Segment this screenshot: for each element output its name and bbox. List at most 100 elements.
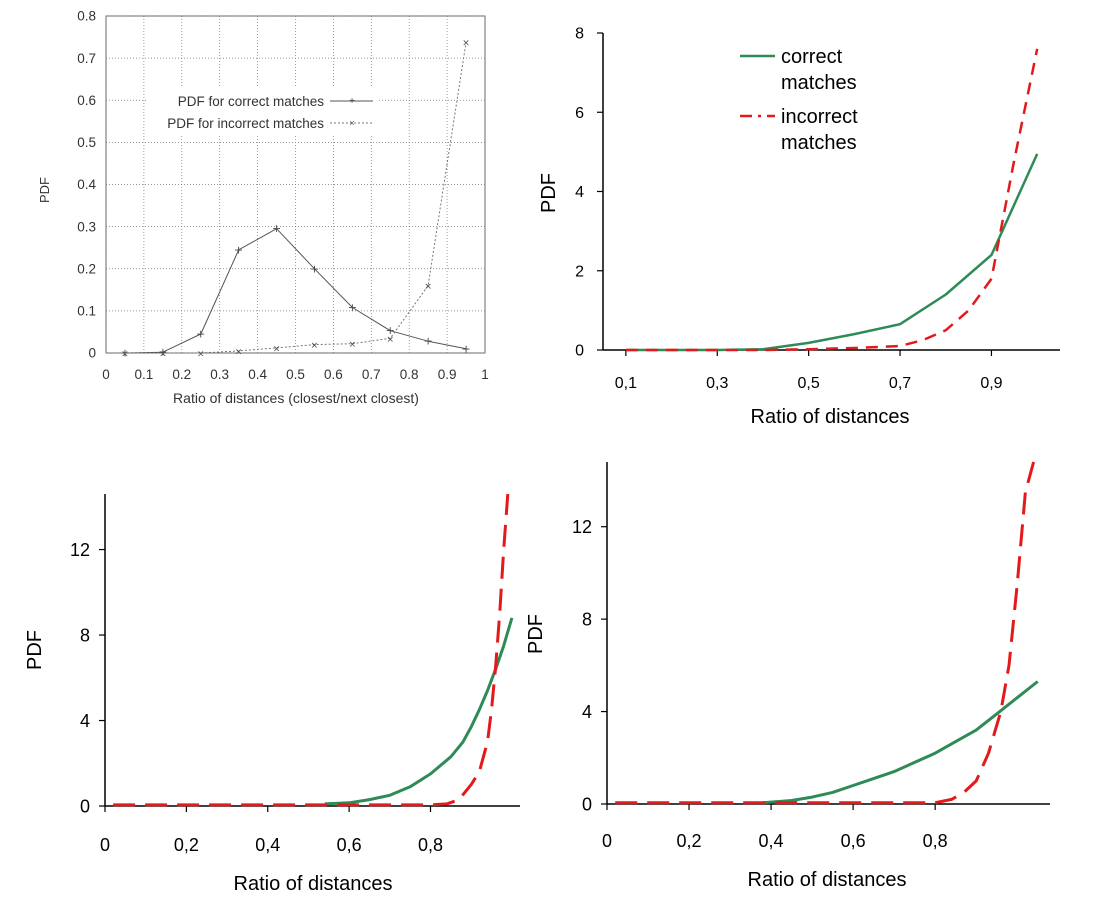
x-tick-label: 0.5: [286, 367, 305, 382]
y-tick-label: 0: [88, 346, 96, 361]
x-tick-label: 0.9: [438, 367, 457, 382]
legend-label-correct-1: correct: [781, 46, 843, 68]
data-point: +: [348, 301, 357, 314]
x-tick-label: 0.3: [210, 367, 229, 382]
y-tick-label: 0: [575, 343, 584, 360]
x-tick-label: 0,3: [706, 375, 728, 392]
x-tick-labels: 0 0.1 0.2 0.3 0.4 0.5 0.6 0.7 0.8 0.9 1: [102, 367, 489, 382]
y-tick-label: 0: [582, 794, 592, 814]
x-tick-label: 0.7: [362, 367, 381, 382]
series-line-1: [125, 42, 467, 354]
y-tick-label: 0.7: [77, 51, 96, 66]
x-tick-labels: 0 0,2 0,4 0,6 0,8: [602, 831, 948, 851]
legend-marker-correct: +: [349, 96, 355, 107]
x-tick-label: 0,4: [759, 831, 784, 851]
series-group: [625, 48, 1039, 352]
x-tick-label: 0,1: [615, 375, 637, 392]
y-tick-label: 4: [575, 184, 584, 201]
data-point: ×: [159, 350, 167, 360]
data-point: +: [196, 328, 205, 341]
x-tick-label: 0,5: [798, 375, 820, 392]
data-point: ×: [197, 350, 205, 360]
x-tick-label: 0.2: [172, 367, 191, 382]
y-tick-labels: 0 4 8 12: [572, 517, 592, 814]
x-tick-label: 0,2: [174, 835, 199, 855]
legend-label-correct: PDF for correct matches: [178, 94, 325, 109]
y-tick-labels: 0 0.1 0.2 0.3 0.4 0.5 0.6 0.7 0.8: [77, 9, 96, 361]
y-axis-label: PDF: [37, 177, 52, 203]
x-tick-label: 0,4: [255, 835, 280, 855]
series-line-0: [124, 228, 467, 354]
y-tick-label: 8: [80, 625, 90, 645]
x-axis-label: Ratio of distances (closest/next closest…: [173, 390, 419, 406]
panel-bottom-left: 0 0,2 0,4 0,6 0,8 0 4 8 12 PDF Ratio of distanc…: [24, 493, 520, 895]
x-tick-label: 0: [100, 835, 110, 855]
series-line-0: [762, 680, 1039, 805]
data-point: ×: [235, 347, 243, 357]
y-tick-label: 0.4: [77, 177, 96, 192]
y-tick-label: 12: [70, 540, 90, 560]
data-point: ×: [311, 341, 319, 351]
legend-label-incorrect-1: incorrect: [781, 106, 858, 128]
series-group: [615, 461, 1039, 805]
x-axis-label: Ratio of distances: [751, 406, 910, 428]
data-point: +: [424, 335, 433, 348]
x-axis-label: Ratio of distances: [748, 869, 907, 891]
series-line-0: [324, 617, 514, 806]
x-tick-label: 0,9: [980, 375, 1002, 392]
data-point: ×: [349, 340, 357, 350]
x-tick-label: 0,6: [841, 831, 866, 851]
data-point: ×: [386, 335, 394, 345]
legend-box: [148, 88, 378, 136]
data-point: ×: [424, 282, 432, 292]
x-tick-label: 0.6: [324, 367, 343, 382]
x-tick-label: 0.4: [248, 367, 267, 382]
y-tick-label: 8: [575, 26, 584, 43]
grid: [105, 15, 486, 354]
data-point: ×: [462, 39, 470, 49]
x-tick-label: 0,2: [677, 831, 702, 851]
y-axis-label: PDF: [525, 614, 547, 654]
x-tick-label: 0,8: [923, 831, 948, 851]
y-tick-labels: 0 4 8 12: [70, 540, 90, 816]
y-tick-label: 0.6: [77, 93, 96, 108]
data-point: +: [272, 222, 281, 235]
data-point: +: [461, 342, 470, 355]
series-line-1: [113, 493, 510, 807]
data-point: +: [120, 347, 129, 360]
series-group: + +++++++++× × × × × × ××××: [120, 39, 470, 360]
y-tick-label: 0.1: [77, 304, 96, 319]
y-tick-label: 4: [582, 702, 592, 722]
y-axis-label: PDF: [24, 630, 46, 670]
data-point: +: [386, 324, 395, 337]
y-tick-label: 4: [80, 711, 90, 731]
y-tick-label: 0.8: [77, 9, 96, 24]
x-tick-label: 0,7: [889, 375, 911, 392]
y-axis-label: PDF: [538, 173, 560, 213]
x-tick-label: 0: [102, 367, 110, 382]
y-tick-label: 12: [572, 517, 592, 537]
series-line-1: [615, 461, 1036, 805]
legend-label-correct-2: matches: [781, 72, 857, 94]
legend-label-incorrect-2: matches: [781, 132, 857, 154]
series-group: [113, 493, 514, 807]
y-tick-label: 2: [575, 263, 584, 280]
x-tick-label: 1: [481, 367, 489, 382]
x-tick-label: 0.1: [135, 367, 154, 382]
x-tick-label: 0.8: [400, 367, 419, 382]
y-tick-label: 8: [582, 609, 592, 629]
x-tick-labels: 0,1 0,3 0,5 0,7 0,9: [615, 375, 1003, 392]
axis-ticks: [99, 548, 432, 812]
data-point: +: [158, 346, 167, 359]
data-point: +: [234, 243, 243, 256]
data-point: ×: [121, 350, 129, 360]
x-tick-label: 0: [602, 831, 612, 851]
y-tick-label: 6: [575, 105, 584, 122]
y-tick-label: 0.2: [77, 261, 96, 276]
axis-ticks: [601, 526, 936, 810]
series-line-1: [625, 48, 1039, 352]
y-tick-label: 0: [80, 796, 90, 816]
data-point: ×: [273, 344, 281, 354]
y-tick-labels: 0 2 4 6 8: [575, 26, 584, 360]
